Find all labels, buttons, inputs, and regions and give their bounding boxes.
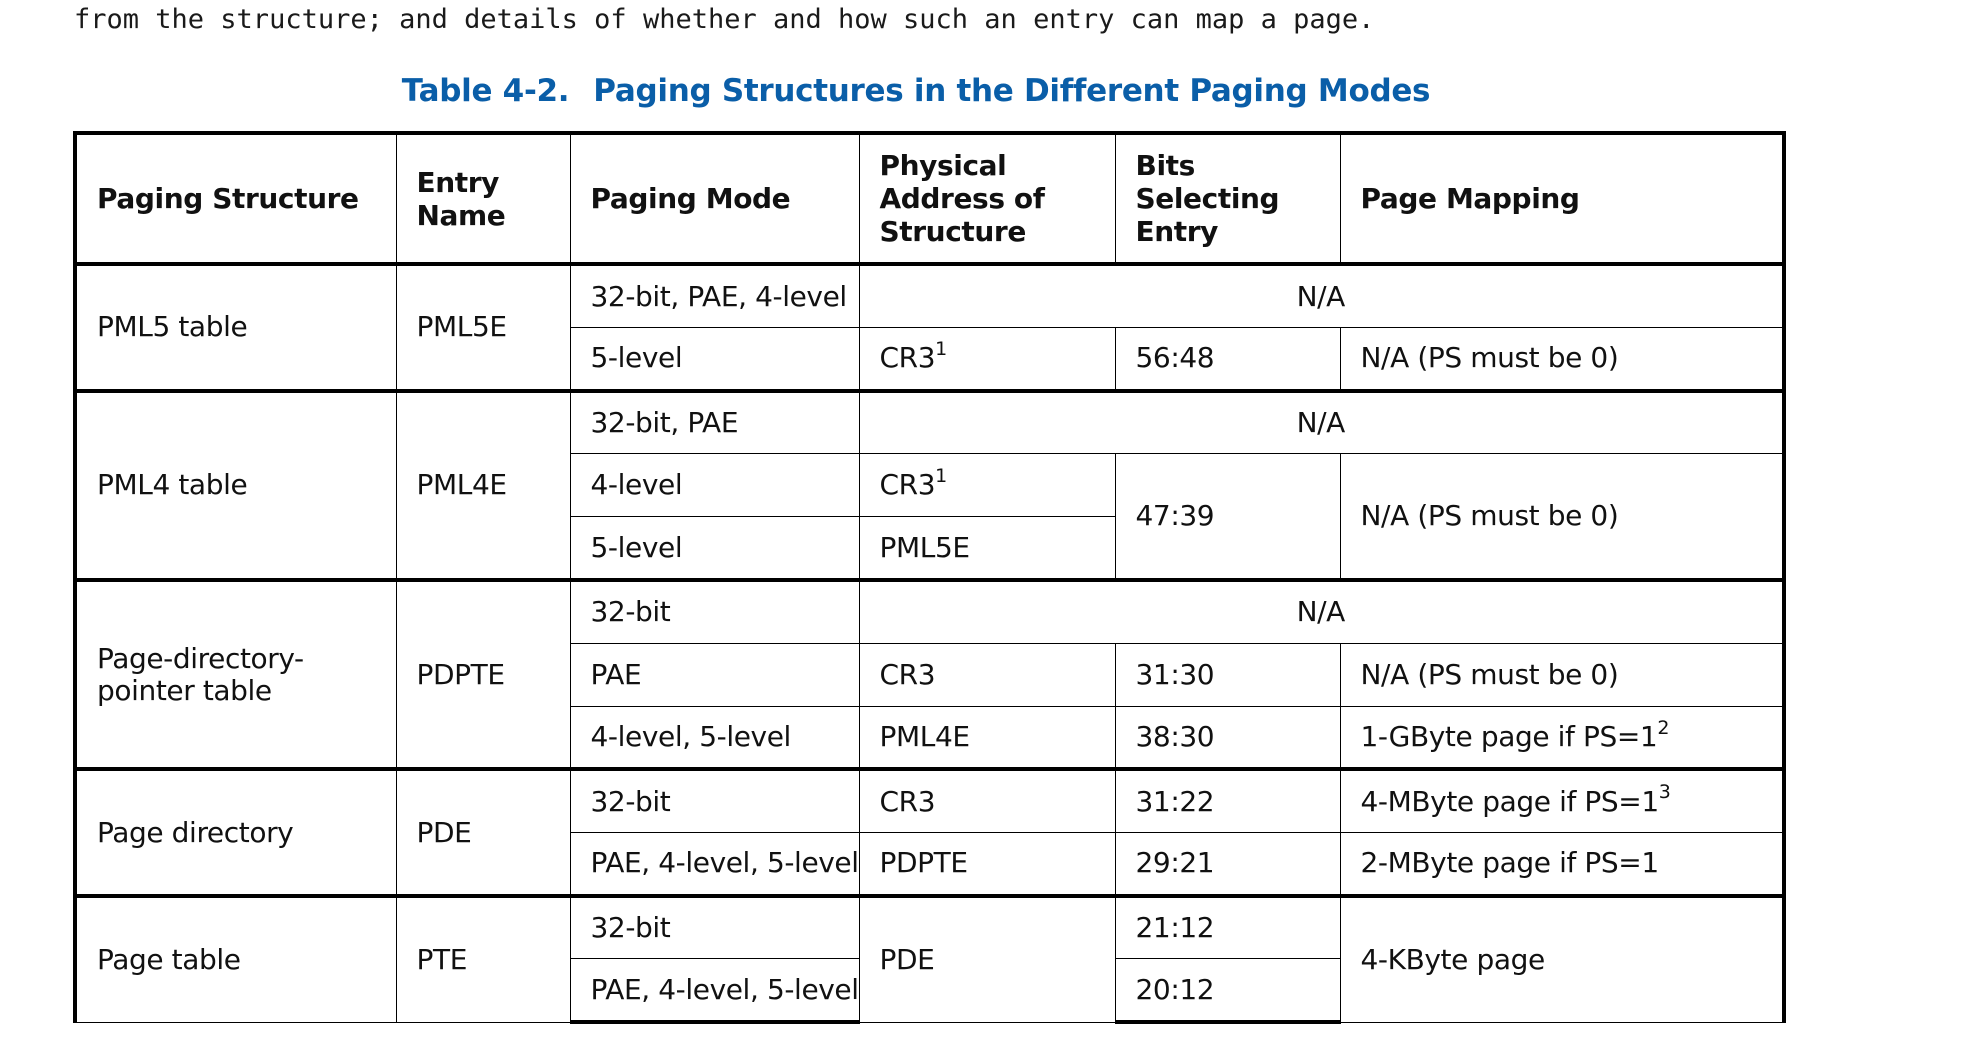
mode-cell: 32-bit (569, 577, 860, 644)
mode-cell: 32-bit, PAE, 4-level (569, 263, 860, 328)
entry-cell-pml5: PML5E (395, 263, 571, 392)
mode-cell: 32-bit, PAE (569, 388, 860, 455)
address-cell: CR31 (858, 453, 1116, 518)
header-paging-structure: Paging Structure (73, 130, 397, 267)
mode-cell: 32-bit (569, 767, 860, 834)
na-cell: N/A (858, 577, 1786, 644)
structure-cell-pt: Page table (73, 893, 397, 1023)
mapping-cell: 1-GByte page if PS=12 (1339, 705, 1786, 770)
footnote-ref: 1 (935, 464, 947, 487)
footnote-ref: 2 (1657, 716, 1670, 739)
mapping-cell: 4-KByte page (1339, 893, 1786, 1023)
mode-cell: 5-level (569, 516, 860, 581)
address-cell: CR3 (858, 767, 1116, 834)
table-caption: Table 4-2. Paging Structures in the Diffe… (0, 68, 1832, 114)
mode-cell: PAE (569, 642, 860, 707)
paging-structures-table: Paging Structure Entry Name Paging Mode … (73, 130, 1786, 1025)
intro-text: from the structure; and details of wheth… (74, 4, 1375, 35)
header-physical-address: Physical Address of Structure (858, 130, 1116, 267)
structure-cell-pml4: PML4 table (73, 388, 397, 581)
entry-cell-pt: PTE (395, 893, 571, 1023)
entry-cell-pd: PDE (395, 767, 571, 897)
address-cell: CR31 (858, 326, 1116, 392)
table-title: Paging Structures in the Different Pagin… (593, 73, 1431, 109)
bits-cell: 38:30 (1114, 705, 1341, 770)
mapping-cell: N/A (PS must be 0) (1339, 326, 1786, 392)
mapping-cell: N/A (PS must be 0) (1339, 642, 1786, 707)
bits-cell: 47:39 (1114, 453, 1341, 581)
address-cell: PML4E (858, 705, 1116, 770)
entry-cell-pml4: PML4E (395, 388, 571, 581)
table-row: PML5 table PML5E 32-bit, PAE, 4-level N/… (73, 263, 1786, 392)
mode-cell: 32-bit (569, 893, 860, 960)
table-row: PAE, 4-level, 5-level 20:12 (75, 958, 1784, 1025)
structure-cell-pml5: PML5 table (73, 263, 397, 392)
mode-cell: PAE, 4-level, 5-level (569, 958, 860, 1025)
table-row: 4-level, 5-level PML4E 38:30 1-GByte pag… (75, 705, 1786, 770)
bits-cell: 20:12 (1114, 958, 1341, 1025)
bits-cell: 21:12 (1114, 893, 1341, 960)
bits-cell: 29:21 (1114, 832, 1341, 897)
table-row: PML4 table PML4E 32-bit, PAE N/A (73, 388, 1786, 581)
footnote-ref: 3 (1658, 781, 1671, 804)
bits-cell: 31:30 (1114, 642, 1341, 707)
mapping-cell: N/A (PS must be 0) (1339, 453, 1786, 581)
mapping-cell: 2-MByte page if PS=1 (1339, 832, 1786, 897)
header-paging-mode: Paging Mode (569, 130, 860, 267)
header-page-mapping: Page Mapping (1339, 130, 1786, 267)
table-row: 4-level CR31 47:39 N/A (PS must be 0) (75, 453, 1786, 581)
table-number: Table 4-2. (401, 73, 570, 109)
structure-cell-pdpt: Page-directory-pointer table (73, 577, 397, 770)
address-cell: PML5E (858, 516, 1116, 581)
header-entry-name: Entry Name (395, 130, 571, 267)
address-cell: PDE (858, 893, 1116, 1023)
table-row: Page-directory-pointer table PDPTE 32-bi… (73, 577, 1786, 770)
mode-cell: PAE, 4-level, 5-level (569, 832, 860, 897)
address-cell: CR3 (858, 642, 1116, 707)
entry-cell-pdpt: PDPTE (395, 577, 571, 770)
header-bits-selecting: Bits Selecting Entry (1114, 130, 1341, 267)
bits-cell: 56:48 (1114, 326, 1341, 392)
table-row: Page directory PDE 32-bit CR3 31:22 4-MB… (73, 767, 1786, 897)
mapping-cell: 4-MByte page if PS=13 (1339, 767, 1786, 834)
mode-cell: 5-level (569, 326, 860, 392)
table-row: PAE CR3 31:30 N/A (PS must be 0) (75, 642, 1786, 707)
na-cell: N/A (858, 388, 1786, 455)
bits-cell: 31:22 (1114, 767, 1341, 834)
na-cell: N/A (858, 263, 1786, 328)
mode-cell: 4-level, 5-level (569, 705, 860, 770)
table-header-row: Paging Structure Entry Name Paging Mode … (73, 130, 1786, 267)
mode-cell: 4-level (569, 453, 860, 518)
footnote-ref: 1 (935, 337, 947, 360)
table-row: Page table PTE 32-bit PDE 21:12 4-KByte … (73, 893, 1786, 1023)
address-cell: PDPTE (858, 832, 1116, 897)
structure-cell-pd: Page directory (73, 767, 397, 897)
